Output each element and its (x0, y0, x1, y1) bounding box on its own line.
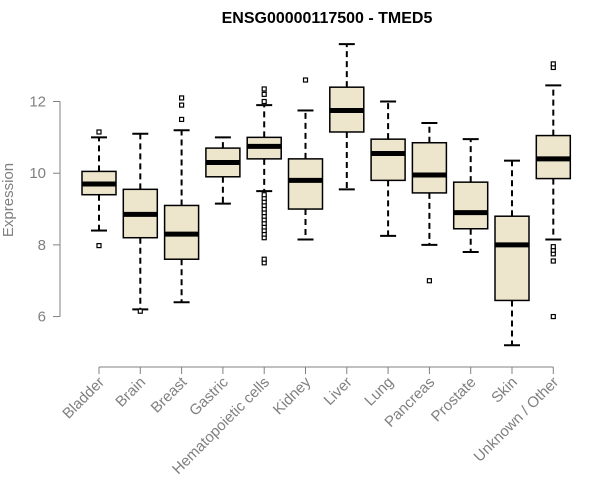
box-group (81, 129, 117, 249)
outlier-point (179, 95, 185, 101)
y-axis: 6 8 10 12 (29, 94, 61, 326)
x-tick-label: Breast (148, 373, 191, 416)
y-tick-label: 12 (29, 94, 46, 111)
box-group (246, 86, 282, 266)
outlier-point (96, 243, 102, 249)
x-tick-label: Prostate (428, 374, 480, 426)
outlier-point (96, 129, 102, 135)
y-axis-label: Expression (0, 163, 17, 237)
box-group (370, 100, 406, 237)
box-iqr (494, 215, 530, 302)
outlier-point (261, 98, 267, 105)
box-iqr (452, 181, 489, 230)
y-tick-label: 10 (29, 165, 46, 182)
outlier-point (261, 192, 267, 198)
outlier-point (261, 86, 267, 92)
x-tick-label: Skin (488, 374, 521, 407)
x-tick-label: Kidney (270, 373, 315, 418)
x-tick-label: Liver (321, 374, 356, 409)
x-tick-label: Brain (112, 374, 149, 411)
y-tick-label: 8 (38, 237, 46, 254)
outlier-point (179, 116, 185, 123)
box-group (535, 61, 572, 320)
box-group (205, 136, 241, 205)
outlier-point (426, 278, 432, 284)
outlier-point (261, 256, 267, 262)
box-group (452, 138, 489, 254)
box-group (122, 132, 159, 314)
box-group (494, 159, 530, 347)
box-group (163, 95, 200, 304)
outlier-point (261, 91, 267, 97)
outlier-point (550, 258, 556, 264)
y-tick-label: 6 (38, 309, 46, 326)
x-tick-label: Bladder (59, 374, 108, 423)
outlier-point (550, 244, 556, 250)
box-group (287, 77, 324, 241)
x-tick-label: Lung (361, 374, 397, 410)
outlier-point (179, 102, 185, 108)
box-iqr (287, 158, 324, 210)
chart-title: ENSG00000117500 - TMED5 (222, 10, 433, 27)
boxes (81, 43, 572, 347)
box-group (329, 43, 365, 191)
outlier-point (550, 61, 556, 67)
box-iqr (370, 138, 406, 182)
box-iqr (411, 141, 448, 194)
outlier-point (137, 308, 143, 314)
outlier-point (302, 77, 309, 83)
box-group (411, 122, 448, 284)
outlier-point (550, 313, 556, 320)
